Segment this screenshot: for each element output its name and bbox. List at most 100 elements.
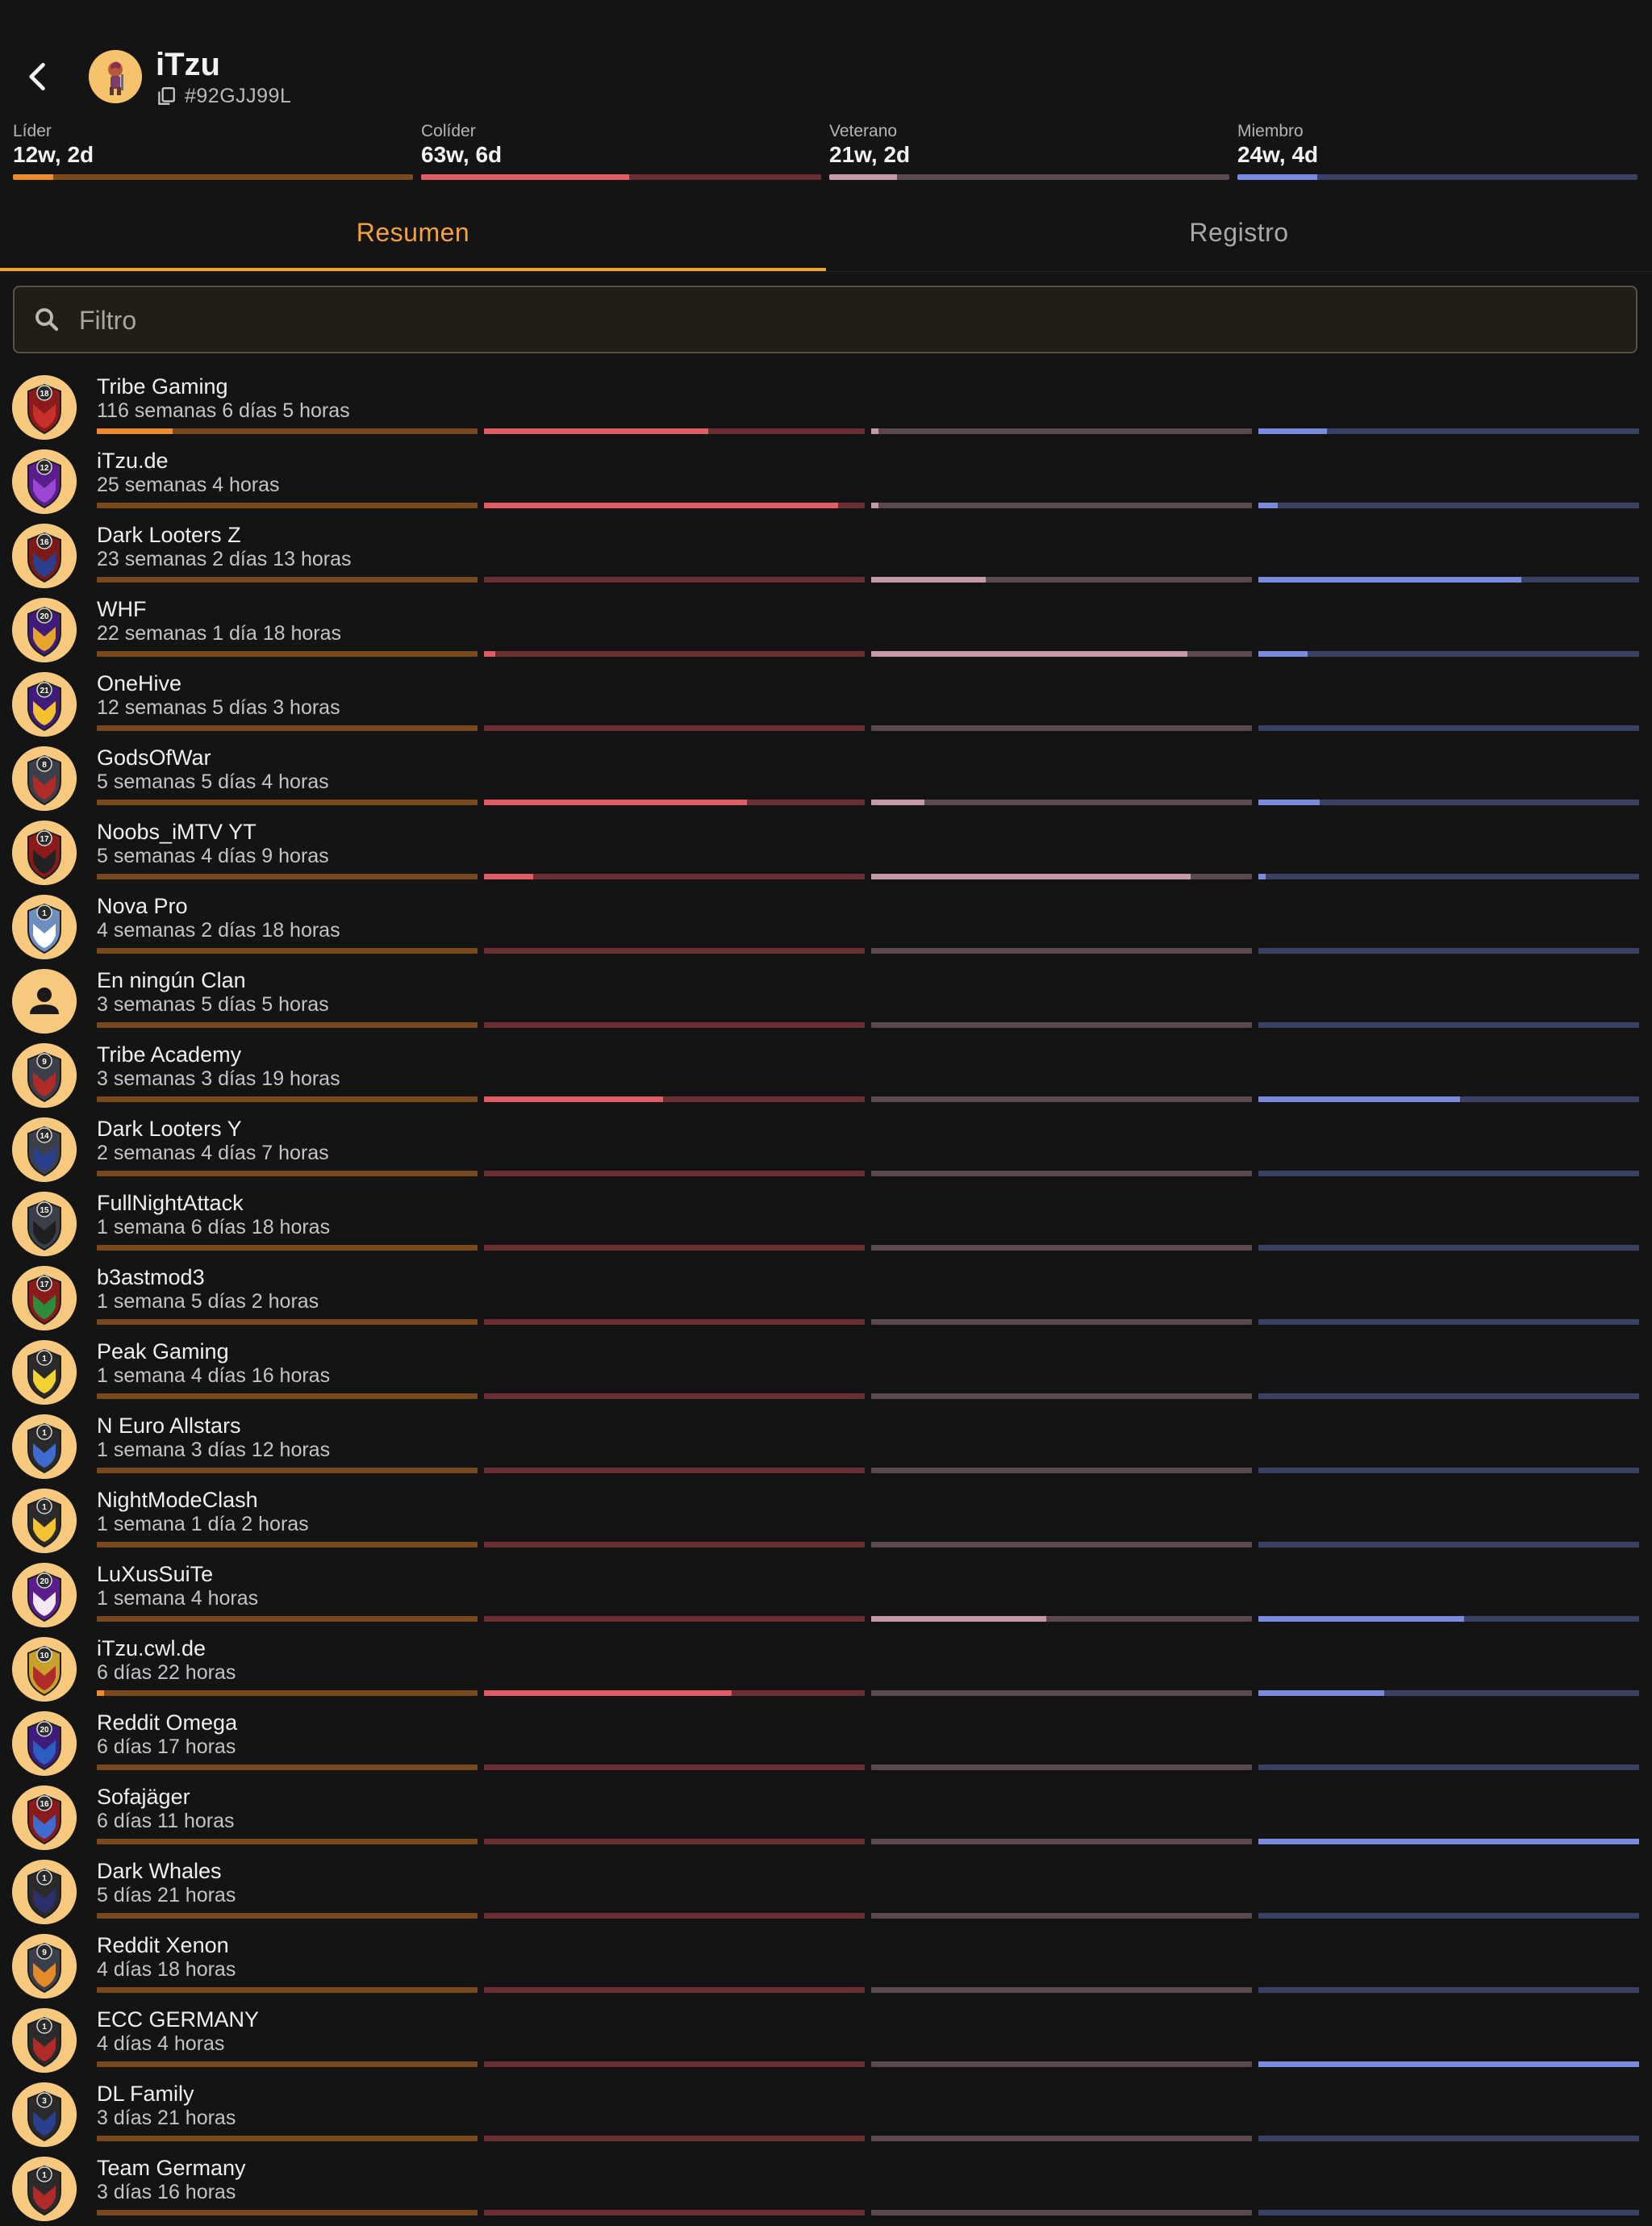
clan-role-bars: [97, 1319, 1639, 1325]
clan-name: OneHive: [97, 671, 182, 695]
clan-row[interactable]: 8 GodsOfWar 5 semanas 5 días 4 horas: [0, 741, 1652, 816]
clan-row[interactable]: 1 Dark Whales 5 días 21 horas: [0, 1855, 1652, 1929]
role-bar-elder: [871, 1987, 1252, 1993]
role-bar-fill: [1258, 2061, 1639, 2067]
role-bar-coleader: [484, 577, 865, 583]
role-bar-member: [1258, 1616, 1639, 1622]
role-bar-leader: [97, 1096, 478, 1102]
role-bar-elder: [871, 800, 1252, 805]
clan-row[interactable]: 9 Reddit Xenon 4 días 18 horas: [0, 1929, 1652, 2003]
clan-row[interactable]: 16 Sofajäger 6 días 11 horas: [0, 1781, 1652, 1855]
role-label: Líder: [13, 122, 52, 140]
role-bar-elder: [871, 1690, 1252, 1696]
player-avatar[interactable]: [89, 50, 142, 103]
clan-duration: 1 semana 1 día 2 horas: [97, 1513, 309, 1535]
clan-badge-icon: 3: [12, 2082, 77, 2147]
tab-resumen[interactable]: Resumen: [356, 217, 470, 247]
role-bar-elder: [871, 428, 1252, 434]
role-bar-member: [1258, 1987, 1639, 1993]
clan-name: Peak Gaming: [97, 1339, 229, 1364]
divider: [0, 271, 1652, 272]
clan-name: DL Family: [97, 2082, 194, 2106]
role-bar-fill: [871, 577, 986, 583]
clan-row[interactable]: 1 ECC GERMANY 4 días 4 horas: [0, 2003, 1652, 2078]
clan-row[interactable]: 9 Tribe Academy 3 semanas 3 días 19 horas: [0, 1038, 1652, 1113]
role-progress-fill: [1237, 174, 1318, 180]
role-bar-leader: [97, 1616, 478, 1622]
clan-row[interactable]: 1 N Euro Allstars 1 semana 3 días 12 horas: [0, 1410, 1652, 1484]
clan-badge-level: 1: [42, 1503, 47, 1512]
clan-duration: 116 semanas 6 días 5 horas: [97, 399, 350, 422]
role-bar-fill: [1258, 874, 1266, 879]
clan-duration: 3 semanas 5 días 5 horas: [97, 993, 329, 1016]
role-bar-leader: [97, 1171, 478, 1176]
clan-role-bars: [97, 1839, 1639, 1844]
clan-badge-level: 9: [42, 1948, 47, 1957]
clan-row[interactable]: 12 iTzu.de 25 semanas 4 horas: [0, 445, 1652, 519]
clan-badge-level: 12: [40, 464, 49, 473]
clan-row[interactable]: 16 Dark Looters Z 23 semanas 2 días 13 hor…: [0, 519, 1652, 593]
role-bar-member: [1258, 503, 1639, 508]
back-arrow-icon: [29, 62, 45, 91]
clan-row[interactable]: 20 WHF 22 semanas 1 día 18 horas: [0, 593, 1652, 667]
role-bar-leader: [97, 428, 478, 434]
clan-role-bars: [97, 874, 1639, 879]
role-bar-fill: [1258, 1096, 1461, 1102]
clan-row[interactable]: 1 Team Germany 3 días 16 horas: [0, 2152, 1652, 2226]
role-bar-coleader: [484, 874, 865, 879]
role-bar-member: [1258, 1022, 1639, 1028]
player-tag-row[interactable]: #92GJJ99L: [156, 84, 291, 108]
role-bar-fill: [1258, 1839, 1639, 1844]
clan-row[interactable]: 1 Nova Pro 4 semanas 2 días 18 horas: [0, 890, 1652, 964]
role-bar-leader: [97, 577, 478, 583]
role-bar-leader: [97, 1913, 478, 1919]
clan-role-bars: [97, 1765, 1639, 1770]
clan-row[interactable]: 10 iTzu.cwl.de 6 días 22 horas: [0, 1632, 1652, 1706]
clan-role-bars: [97, 2061, 1639, 2067]
role-bar-fill: [871, 800, 925, 805]
back-button[interactable]: [11, 50, 65, 103]
clan-row[interactable]: 15 FullNightAttack 1 semana 6 días 18 hora…: [0, 1187, 1652, 1261]
clan-badge-level: 1: [42, 1874, 47, 1883]
clan-badge-icon: 1: [12, 1340, 77, 1405]
clan-row[interactable]: En ningún Clan 3 semanas 5 días 5 horas: [0, 964, 1652, 1038]
role-bar-fill: [871, 503, 879, 508]
clan-row[interactable]: 21 OneHive 12 semanas 5 días 3 horas: [0, 667, 1652, 741]
clan-duration: 1 semana 4 horas: [97, 1587, 259, 1610]
clan-duration: 1 semana 5 días 2 horas: [97, 1290, 319, 1313]
clan-row[interactable]: 17 b3astmod3 1 semana 5 días 2 horas: [0, 1261, 1652, 1335]
clan-name: iTzu.de: [97, 449, 169, 473]
clan-badge-level: 14: [40, 1132, 49, 1141]
clan-role-bars: [97, 2136, 1639, 2141]
filter-input[interactable]: [77, 299, 1613, 342]
filter-field[interactable]: [13, 286, 1637, 353]
clan-row[interactable]: 17 Noobs_iMTV YT 5 semanas 4 días 9 horas: [0, 816, 1652, 890]
role-label: Miembro: [1237, 122, 1304, 140]
role-bar-elder: [871, 2061, 1252, 2067]
clan-row[interactable]: 20 Reddit Omega 6 días 17 horas: [0, 1706, 1652, 1781]
clan-row[interactable]: 3 DL Family 3 días 21 horas: [0, 2078, 1652, 2152]
tab-registro[interactable]: Registro: [1189, 217, 1289, 247]
clan-name: ECC GERMANY: [97, 2007, 260, 2032]
role-bar-elder: [871, 1616, 1252, 1622]
clan-duration: 5 días 21 horas: [97, 1884, 236, 1907]
role-label: Veterano: [829, 122, 898, 140]
role-bar-leader: [97, 1022, 478, 1028]
clan-badge-icon: 1: [12, 1489, 77, 1553]
role-bar-fill: [97, 1690, 105, 1696]
copy-icon[interactable]: [156, 86, 177, 106]
role-bar-leader: [97, 1245, 478, 1251]
clan-row[interactable]: 18 Tribe Gaming 116 semanas 6 días 5 horas: [0, 370, 1652, 445]
role-bar-member: [1258, 948, 1639, 954]
player-tag: #92GJJ99L: [185, 84, 292, 107]
role-coleader: Colíder 63w, 6d: [421, 121, 821, 180]
clan-badge-level: 1: [42, 2023, 47, 2032]
clan-row[interactable]: 20 LuXusSuiTe 1 semana 4 horas: [0, 1558, 1652, 1632]
clan-row[interactable]: 1 Peak Gaming 1 semana 4 días 16 horas: [0, 1335, 1652, 1410]
role-bar-elder: [871, 577, 1252, 583]
role-bar-coleader: [484, 1765, 865, 1770]
role-progress-fill: [421, 174, 629, 180]
clan-row[interactable]: 1 NightModeClash 1 semana 1 día 2 horas: [0, 1484, 1652, 1558]
clan-role-bars: [97, 948, 1639, 954]
